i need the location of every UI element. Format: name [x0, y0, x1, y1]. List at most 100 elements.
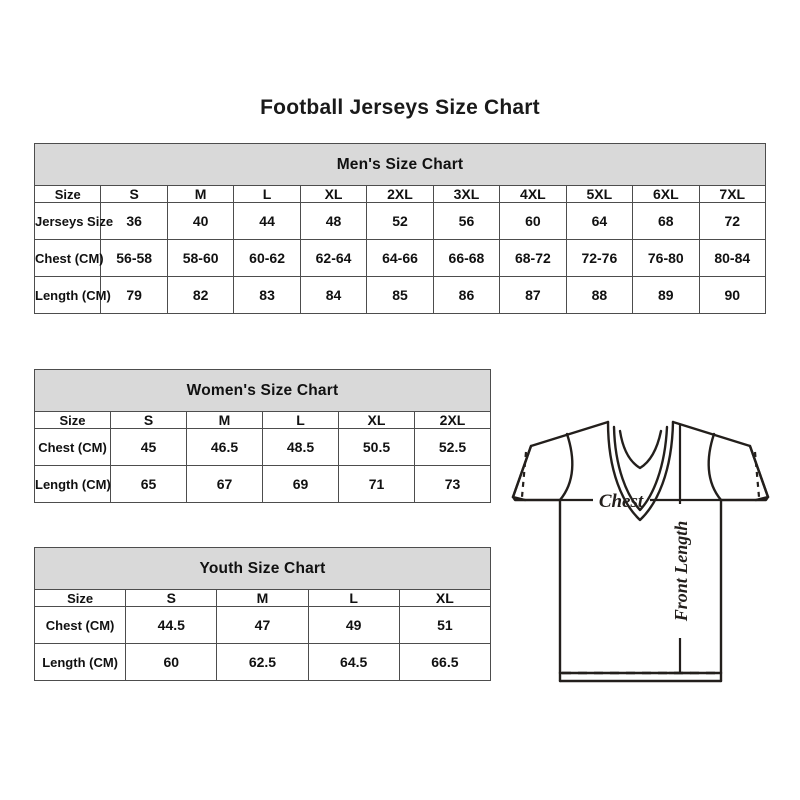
mens-size-col-7xl: 7XL	[698, 185, 767, 203]
youth-table-caption: Youth Size Chart	[34, 547, 491, 590]
womens-length-s: 65	[110, 465, 187, 503]
womens-chest-s: 45	[110, 428, 187, 466]
youth-table-head: Youth Size Chart Size S M L XL	[33, 547, 492, 607]
mens-length-5xl: 88	[565, 276, 634, 314]
womens-length-l: 69	[262, 465, 339, 503]
mens-length-6xl: 89	[632, 276, 700, 314]
page-title: Football Jerseys Size Chart	[260, 96, 540, 119]
mens-jerseys-size-xl: 48	[299, 202, 368, 240]
mens-size-col-2xl: 2XL	[366, 185, 434, 203]
youth-size-table: Youth Size Chart Size S M L XL Chest (CM…	[33, 547, 492, 681]
youth-chest-l: 49	[307, 606, 400, 644]
mens-length-4xl: 87	[499, 276, 567, 314]
mens-jerseys-size-m: 40	[166, 202, 235, 240]
mens-size-col-xl: XL	[299, 185, 368, 203]
youth-size-header-label: Size	[33, 589, 127, 607]
mens-size-col-3xl: 3XL	[432, 185, 501, 203]
table-row: Length (CM) 79 82 83 84 85 86 87 88 89 9…	[33, 276, 767, 314]
mens-length-xl: 84	[299, 276, 368, 314]
mens-chest-5xl: 72-76	[565, 239, 634, 277]
womens-chest-m: 46.5	[186, 428, 263, 466]
table-row: Chest (CM) 45 46.5 48.5 50.5 52.5	[34, 428, 491, 466]
mens-row-label-length: Length (CM)	[33, 276, 111, 314]
youth-table-body: Chest (CM) 44.5 47 49 51 Length (CM) 60 …	[33, 606, 492, 681]
mens-size-col-5xl: 5XL	[565, 185, 634, 203]
v-neck-jersey-measurement-diagram: Chest Front Length	[495, 400, 785, 700]
youth-row-label-chest: Chest (CM)	[33, 606, 127, 644]
youth-length-s: 60	[125, 643, 218, 681]
mens-chest-4xl: 68-72	[499, 239, 567, 277]
womens-chest-2xl: 52.5	[414, 428, 491, 466]
mens-size-col-m: M	[166, 185, 235, 203]
mens-jerseys-size-2xl: 52	[366, 202, 434, 240]
mens-size-col-s: S	[100, 185, 168, 203]
mens-size-col-4xl: 4XL	[499, 185, 567, 203]
youth-length-l: 64.5	[307, 643, 400, 681]
mens-header-row: Size S M L XL 2XL 3XL 4XL 5XL 6XL 7XL	[33, 185, 767, 203]
youth-size-col-xl: XL	[398, 589, 492, 607]
womens-size-header-label: Size	[34, 411, 111, 429]
womens-chest-xl: 50.5	[338, 428, 415, 466]
mens-length-3xl: 86	[432, 276, 501, 314]
womens-table-head: Women's Size Chart Size S M L XL 2XL	[34, 369, 491, 429]
womens-length-xl: 71	[338, 465, 415, 503]
womens-chest-l: 48.5	[262, 428, 339, 466]
table-row: Length (CM) 60 62.5 64.5 66.5	[33, 643, 492, 681]
youth-chest-m: 47	[216, 606, 309, 644]
mens-jerseys-size-5xl: 64	[565, 202, 634, 240]
mens-chest-m: 58-60	[166, 239, 235, 277]
mens-jerseys-size-l: 44	[233, 202, 301, 240]
mens-size-col-l: L	[233, 185, 301, 203]
front-length-measure-line	[669, 424, 691, 675]
mens-jerseys-size-s: 36	[100, 202, 168, 240]
chest-measure-label: Chest	[599, 491, 644, 512]
womens-length-m: 67	[186, 465, 263, 503]
mens-chest-s: 56-58	[100, 239, 168, 277]
mens-row-label-chest: Chest (CM)	[33, 239, 104, 277]
womens-caption-row: Women's Size Chart	[34, 369, 491, 412]
womens-table-caption: Women's Size Chart	[34, 369, 491, 412]
mens-length-7xl: 90	[698, 276, 767, 314]
mens-row-label-jerseys-size: Jerseys Size	[33, 202, 113, 240]
table-row: Chest (CM) 56-58 58-60 60-62 62-64 64-66…	[33, 239, 767, 277]
table-row: Length (CM) 65 67 69 71 73	[34, 465, 491, 503]
mens-jerseys-size-6xl: 68	[632, 202, 700, 240]
youth-header-row: Size S M L XL	[33, 589, 492, 607]
table-row: Jerseys Size 36 40 44 48 52 56 60 64 68 …	[33, 202, 767, 240]
womens-size-col-xl: XL	[338, 411, 415, 429]
womens-header-row: Size S M L XL 2XL	[34, 411, 491, 429]
womens-size-col-s: S	[110, 411, 187, 429]
sleeve-cuff-dashed-lines	[520, 451, 761, 498]
mens-jerseys-size-3xl: 56	[432, 202, 501, 240]
womens-size-table: Women's Size Chart Size S M L XL 2XL Che…	[34, 369, 491, 503]
mens-length-l: 83	[233, 276, 301, 314]
mens-chest-2xl: 64-66	[366, 239, 434, 277]
mens-length-2xl: 85	[366, 276, 434, 314]
mens-caption-row: Men's Size Chart	[34, 143, 766, 186]
front-length-measure-label: Front Length	[671, 521, 691, 623]
youth-chest-xl: 51	[398, 606, 492, 644]
womens-row-label-length: Length (CM)	[34, 465, 111, 503]
mens-chest-l: 60-62	[233, 239, 301, 277]
mens-chest-3xl: 66-68	[432, 239, 501, 277]
womens-size-col-m: M	[186, 411, 263, 429]
womens-table-body: Chest (CM) 45 46.5 48.5 50.5 52.5 Length…	[34, 428, 491, 503]
mens-size-table: Men's Size Chart Size S M L XL 2XL 3XL 4…	[33, 143, 767, 314]
womens-size-col-l: L	[262, 411, 339, 429]
youth-size-col-l: L	[307, 589, 400, 607]
youth-length-xl: 66.5	[398, 643, 492, 681]
mens-table-caption: Men's Size Chart	[34, 143, 766, 186]
womens-length-2xl: 73	[414, 465, 491, 503]
mens-size-col-6xl: 6XL	[632, 185, 700, 203]
mens-chest-6xl: 76-80	[632, 239, 700, 277]
mens-chest-7xl: 80-84	[698, 239, 767, 277]
mens-size-header-label: Size	[33, 185, 102, 203]
youth-size-col-s: S	[125, 589, 218, 607]
mens-jerseys-size-4xl: 60	[499, 202, 567, 240]
table-row: Chest (CM) 44.5 47 49 51	[33, 606, 492, 644]
mens-length-m: 82	[166, 276, 235, 314]
mens-table-head: Men's Size Chart Size S M L XL 2XL 3XL 4…	[33, 143, 767, 203]
jersey-outline-icon	[511, 420, 770, 683]
youth-row-label-length: Length (CM)	[33, 643, 127, 681]
